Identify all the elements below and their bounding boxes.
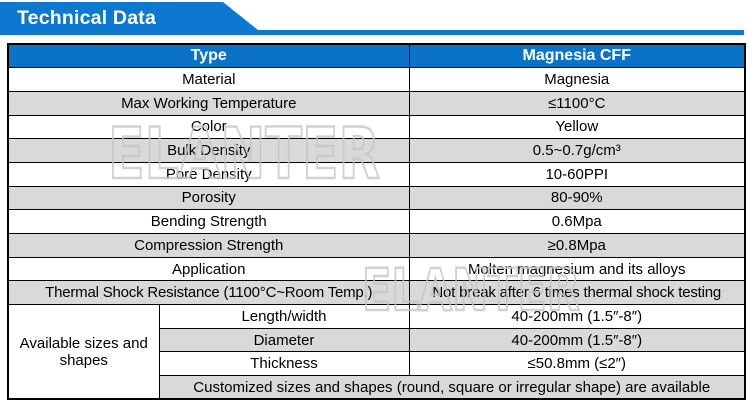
row-application: Application Molten magnesium and its all… <box>7 256 746 282</box>
row-material: Material Magnesia <box>7 67 746 92</box>
row-customized-note: Customized sizes and shapes (round, squa… <box>8 375 746 400</box>
banner-ribbon <box>0 2 744 35</box>
row-value: ≤1100°C <box>408 90 746 116</box>
row-value: Molten magnesium and its alloys <box>408 256 746 282</box>
row-label: Compression Strength <box>7 233 410 258</box>
row-label: Application <box>7 256 410 282</box>
row-label: Thermal Shock Resistance (1100°C~Room Te… <box>7 280 410 306</box>
row-value: Not break after 6 times thermal shock te… <box>408 280 746 306</box>
row-label: Bending Strength <box>7 209 410 234</box>
column-header-type: Type <box>7 43 410 69</box>
row-label: Porosity <box>7 185 410 211</box>
row-value: 40-200mm (1.5″-8″) <box>408 327 746 353</box>
row-value: 0.6Mpa <box>408 209 746 234</box>
row-porosity: Porosity 80-90% <box>7 185 746 211</box>
row-value: 80-90% <box>408 185 746 211</box>
row-compression-strength: Compression Strength ≥0.8Mpa <box>7 233 746 258</box>
row-label: Diameter <box>158 327 410 353</box>
row-label: Max Working Temperature <box>7 90 410 116</box>
row-label: Bulk Density <box>7 138 410 163</box>
row-bulk-density: Bulk Density 0.5~0.7g/cm³ <box>7 138 746 163</box>
row-value: Yellow <box>408 114 746 140</box>
table-header-row: Type Magnesia CFF <box>7 43 746 69</box>
sizes-footer-note: Customized sizes and shapes (round, squa… <box>158 375 746 400</box>
row-value: 10-60PPI <box>408 161 746 187</box>
row-length-width: Available sizes and shapes Length/width … <box>7 304 746 400</box>
row-value: 40-200mm (1.5″-8″) <box>408 304 746 329</box>
row-thickness: Thickness ≤50.8mm (≤2″) <box>8 351 746 377</box>
row-label: Pore Density <box>7 161 410 187</box>
row-value: ≤50.8mm (≤2″) <box>408 351 746 377</box>
row-label: Material <box>7 67 410 92</box>
row-label: Length/width <box>158 304 410 329</box>
row-label: Thickness <box>158 351 410 377</box>
row-bending-strength: Bending Strength 0.6Mpa <box>7 209 746 234</box>
technical-data-table: Type Magnesia CFF Material Magnesia Max … <box>7 43 746 401</box>
column-header-product: Magnesia CFF <box>408 43 746 69</box>
row-thermal-shock-resistance: Thermal Shock Resistance (1100°C~Room Te… <box>7 280 746 306</box>
row-label: Color <box>7 114 410 140</box>
row-value: 0.5~0.7g/cm³ <box>408 138 746 163</box>
row-value: ≥0.8Mpa <box>408 233 746 258</box>
row-color: Color Yellow <box>7 114 746 140</box>
sizes-section-label: Available sizes and shapes <box>7 304 160 400</box>
row-value: Magnesia <box>408 67 746 92</box>
row-diameter: Diameter 40-200mm (1.5″-8″) <box>8 327 746 353</box>
row-max-working-temperature: Max Working Temperature ≤1100°C <box>7 90 746 116</box>
page-title: Technical Data <box>17 7 156 29</box>
row-pore-density: Pore Density 10-60PPI <box>7 161 746 187</box>
